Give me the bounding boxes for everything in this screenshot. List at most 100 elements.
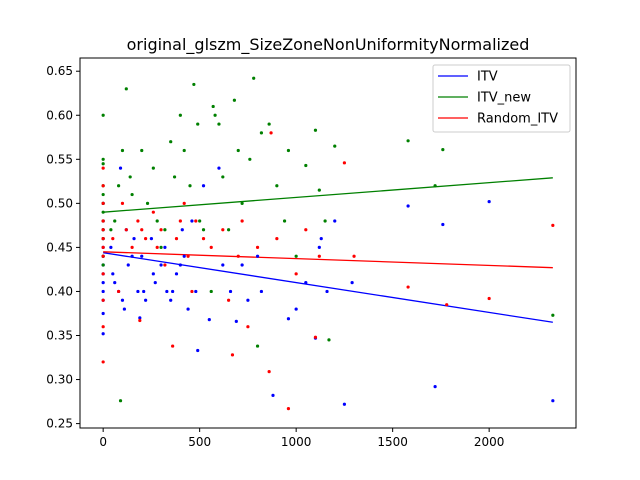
point-itv-new <box>109 228 113 232</box>
point-random-itv <box>317 254 321 258</box>
point-itv <box>122 307 126 311</box>
point-itv-new <box>124 87 128 91</box>
point-random-itv <box>140 228 144 232</box>
point-itv <box>118 166 123 170</box>
point-random-itv <box>313 335 318 339</box>
point-itv-new <box>232 98 236 102</box>
point-random-itv <box>267 370 271 374</box>
legend-box <box>432 64 571 133</box>
legend: ITV ITV_new Random_ITV <box>432 64 571 133</box>
point-itv <box>342 402 347 406</box>
plot-frame <box>79 57 577 429</box>
point-itv-new <box>327 338 331 342</box>
point-itv-new <box>441 148 445 152</box>
point-random-itv <box>101 298 105 302</box>
point-itv <box>246 298 250 302</box>
point-itv <box>333 219 337 223</box>
point-itv <box>234 319 238 324</box>
point-itv-new <box>323 219 327 223</box>
point-itv-new <box>120 148 125 153</box>
point-random-itv <box>159 228 163 232</box>
point-random-itv <box>151 210 155 214</box>
point-random-itv <box>101 201 105 205</box>
point-random-itv <box>101 228 105 232</box>
point-random-itv <box>155 245 159 250</box>
point-random-itv <box>111 236 115 241</box>
point-itv-new <box>172 175 177 179</box>
point-itv-new <box>252 76 256 80</box>
point-random-itv <box>304 228 308 232</box>
point-random-itv <box>101 184 105 188</box>
point-random-itv <box>120 201 125 205</box>
point-random-itv <box>406 285 410 289</box>
point-random-itv <box>194 219 198 223</box>
point-itv <box>294 307 298 311</box>
point-random-itv <box>236 254 240 258</box>
point-random-itv <box>101 272 105 276</box>
point-itv <box>228 289 233 294</box>
point-itv-new <box>313 128 318 132</box>
point-itv-new <box>198 219 202 223</box>
trend-line-itv <box>103 252 553 323</box>
point-itv-new <box>333 144 337 148</box>
point-random-itv <box>178 219 182 223</box>
point-itv <box>317 245 321 250</box>
point-random-itv <box>190 289 194 294</box>
point-random-itv <box>286 407 291 411</box>
point-random-itv <box>227 298 231 302</box>
point-itv <box>286 317 291 321</box>
point-random-itv <box>101 166 105 170</box>
chart-title: original_glszm_SizeZoneNonUniformityNorm… <box>127 35 530 55</box>
point-itv-new <box>433 184 437 188</box>
point-random-itv <box>144 236 148 241</box>
legend-label-random-itv: Random_ITV <box>477 112 558 127</box>
point-itv <box>196 348 200 353</box>
point-itv-new <box>188 184 192 188</box>
point-itv <box>101 311 105 316</box>
point-itv <box>182 254 186 258</box>
point-itv <box>151 272 155 276</box>
point-itv-new <box>275 184 279 188</box>
point-itv <box>138 316 142 320</box>
point-itv-new <box>217 122 221 126</box>
point-random-itv <box>209 245 213 250</box>
y-tick-label: 0.45 <box>46 240 73 254</box>
point-itv-new <box>182 148 186 153</box>
point-random-itv <box>124 228 128 232</box>
point-itv <box>240 263 244 267</box>
point-itv <box>101 281 105 285</box>
point-itv <box>113 281 117 285</box>
point-itv-new <box>201 228 206 232</box>
point-random-itv <box>352 254 356 258</box>
point-itv <box>221 263 225 267</box>
point-itv <box>163 245 167 250</box>
point-itv <box>101 332 105 336</box>
point-itv <box>109 245 113 250</box>
y-tick-label: 0.40 <box>46 284 73 298</box>
point-itv <box>433 384 437 389</box>
point-itv <box>142 289 146 294</box>
trend-line-random-itv <box>103 251 553 269</box>
point-itv <box>406 204 410 208</box>
point-itv-new <box>227 228 231 232</box>
y-tick-label: 0.55 <box>46 152 73 166</box>
point-random-itv <box>130 245 134 250</box>
point-itv-new <box>236 148 240 153</box>
point-itv <box>259 289 264 294</box>
trend-line-itv-new <box>103 177 553 213</box>
y-tick-label: 0.50 <box>46 196 73 210</box>
point-itv-new <box>145 201 150 205</box>
point-itv <box>190 219 194 223</box>
point-random-itv <box>255 245 260 250</box>
point-itv-new <box>294 254 298 258</box>
point-itv-new <box>118 399 123 403</box>
point-random-itv <box>269 131 273 135</box>
point-itv-new <box>140 148 144 153</box>
point-itv <box>120 298 125 302</box>
point-itv <box>217 166 221 170</box>
point-itv <box>153 281 157 285</box>
point-itv <box>325 289 329 294</box>
point-itv <box>178 263 182 267</box>
point-itv <box>194 289 198 294</box>
point-random-itv <box>445 303 449 307</box>
